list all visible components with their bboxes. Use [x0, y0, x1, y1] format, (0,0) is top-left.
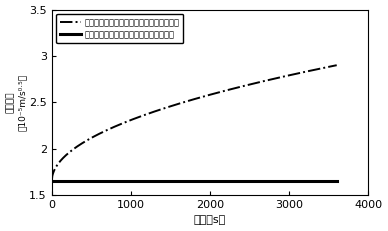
考虑酸液渗入天然裂缝的堆压综合滤失系数 — [49, 180, 54, 182]
考虑酸液渗入天然裂缝的堆压综合滤失系数 — [283, 75, 288, 78]
Line: 考虑酸液渗入天然裂缝的堆压综合滤失系数: 考虑酸液渗入天然裂缝的堆压综合滤失系数 — [52, 65, 337, 181]
考虑酸液渗入天然裂缝的堆压综合滤失系数 — [185, 100, 189, 103]
考虑酸液渗入天然裂缝的堆压综合滤失系数 — [327, 65, 332, 68]
Legend: 考虑酸液渗入天然裂缝的堆压综合滤失系数, 不考虑酸液渗入天然裂缝的综合滤失系数: 考虑酸液渗入天然裂缝的堆压综合滤失系数, 不考虑酸液渗入天然裂缝的综合滤失系数 — [56, 14, 184, 43]
考虑酸液渗入天然裂缝的堆压综合滤失系数 — [334, 64, 339, 67]
考虑酸液渗入天然裂缝的堆压综合滤失系数 — [219, 90, 224, 93]
Y-axis label: 滤失系数
（10⁻⁵m/s⁰·⁵）: 滤失系数 （10⁻⁵m/s⁰·⁵） — [5, 74, 26, 131]
考虑酸液渗入天然裂缝的堆压综合滤失系数 — [204, 94, 208, 97]
X-axis label: 时间（s）: 时间（s） — [194, 216, 226, 225]
考虑酸液渗入天然裂缝的堆压综合滤失系数 — [187, 99, 191, 102]
